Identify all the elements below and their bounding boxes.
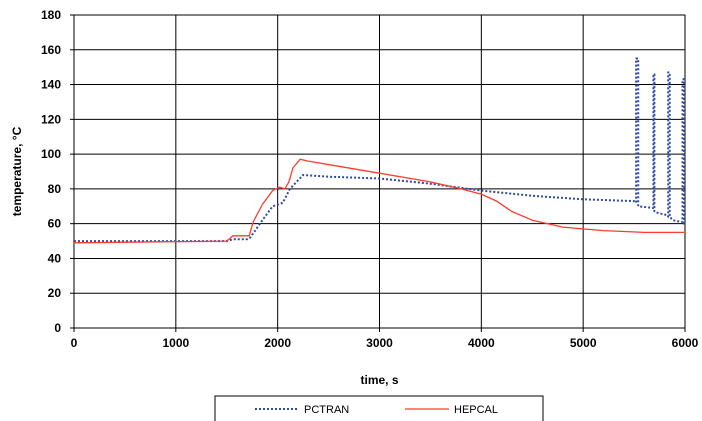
legend-label-pctran: PCTRAN [304,404,349,416]
series-line-hepcal [73,158,685,244]
x-tick-label: 6000 [672,336,699,350]
y-tick-label: 20 [48,286,62,300]
x-tick-labels: 0 1000 2000 3000 4000 5000 6000 [71,328,699,350]
y-tick-label: 120 [41,112,61,126]
y-tick-label: 40 [48,251,62,265]
y-axis-label: temperature, °C [10,126,24,216]
x-tick-label: 3000 [366,336,393,350]
y-tick-label: 60 [48,217,62,231]
x-tick-label: 0 [71,336,78,350]
legend: PCTRAN HEPCAL [214,395,544,421]
legend-box [214,395,544,421]
x-tick-label: 4000 [468,336,495,350]
series-layer [73,57,685,244]
y-tick-labels: 0 20 40 60 80 100 120 140 160 180 [41,8,74,335]
y-tick-label: 140 [41,78,61,92]
x-tick-label: 5000 [570,336,597,350]
legend-label-hepcal: HEPCAL [454,404,498,416]
x-tick-label: 2000 [264,336,291,350]
x-tick-label: 1000 [162,336,189,350]
y-tick-label: 160 [41,43,61,57]
y-tick-label: 80 [48,182,62,196]
series-line-pctran [74,57,685,243]
x-axis-label: time, s [360,373,398,387]
y-tick-label: 0 [54,321,61,335]
y-tick-label: 100 [41,147,61,161]
y-tick-label: 180 [41,8,61,22]
